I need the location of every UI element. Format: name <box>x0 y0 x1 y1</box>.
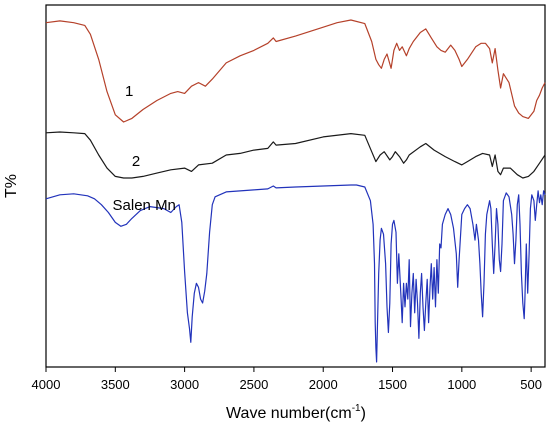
y-axis-title: T% <box>3 174 20 198</box>
series-line-2 <box>45 131 546 179</box>
x-axis-ticks: 4000 3500 3000 2500 2000 1500 1000 500 <box>32 367 542 392</box>
x-tick-label-1000: 1000 <box>447 377 476 392</box>
series-label-salen-mn: Salen Mn <box>113 197 176 214</box>
x-axis-title: Wave number(cm-1) <box>226 403 366 422</box>
x-axis-title-close: ) <box>361 405 366 422</box>
x-tick-label-1500: 1500 <box>378 377 407 392</box>
x-tick-label-500: 500 <box>520 377 542 392</box>
x-tick-label-3500: 3500 <box>101 377 130 392</box>
x-tick-label-2500: 2500 <box>239 377 268 392</box>
series-label-2: 2 <box>132 153 140 170</box>
x-axis-title-superscript: -1 <box>352 403 361 414</box>
plot-frame <box>45 4 546 368</box>
series-layer <box>45 19 546 363</box>
series-line-1 <box>45 19 546 123</box>
x-axis-title-main: Wave number(cm <box>226 405 352 422</box>
x-tick-label-3000: 3000 <box>170 377 199 392</box>
series-label-1: 1 <box>125 83 133 100</box>
series-line-salen-mn <box>45 184 546 363</box>
x-tick-label-4000: 4000 <box>32 377 61 392</box>
x-tick-label-2000: 2000 <box>309 377 338 392</box>
series-label-layer: 1 2 Salen Mn <box>113 83 176 214</box>
